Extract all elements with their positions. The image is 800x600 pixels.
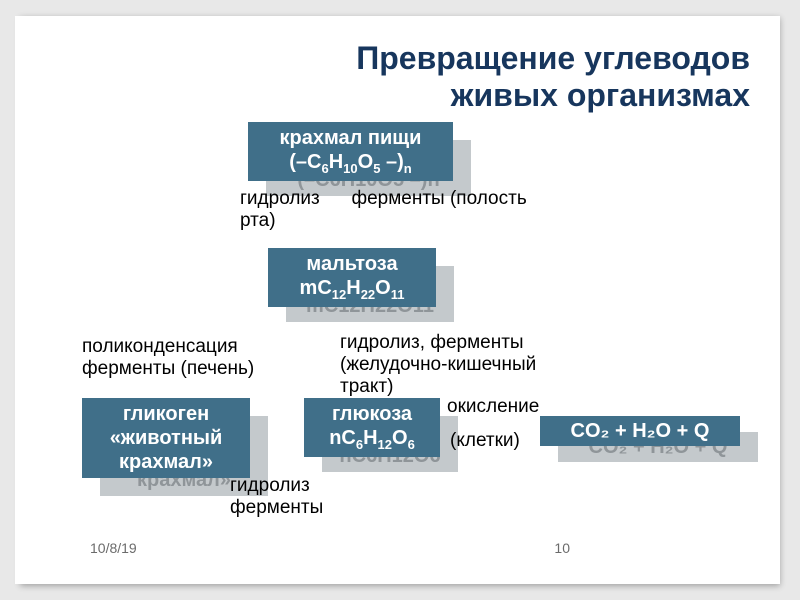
glucose-label: глюкоза xyxy=(332,403,412,425)
title-line2: живых организмах xyxy=(451,77,750,113)
footer-date: 10/8/19 xyxy=(90,540,137,556)
glucose-box: глюкоза nC6H12O6 xyxy=(304,398,440,457)
slide-title: Превращение углеводов живых организмах xyxy=(356,40,750,114)
glucose-formula: nC6H12O6 xyxy=(329,427,415,449)
glycogen-box: гликоген «животный крахмал» xyxy=(82,398,250,478)
rough-edge xyxy=(15,16,27,584)
starch-label: крахмал пищи xyxy=(280,127,422,149)
label-oxidation: окисление xyxy=(447,396,539,418)
maltose-label: мальтоза xyxy=(306,253,397,275)
glycogen-l2: «животный xyxy=(110,427,223,449)
products-text: CO₂ + H₂O + Q xyxy=(571,420,710,442)
glycogen-l1: гликоген xyxy=(123,403,209,425)
footer-page: 10 xyxy=(554,540,570,556)
glycogen-l3: крахмал» xyxy=(119,451,213,473)
title-line1: Превращение углеводов xyxy=(356,40,750,76)
starch-formula: (–C6H10O5 –)n xyxy=(289,151,411,173)
products-box: CO₂ + H₂O + Q xyxy=(540,416,740,446)
maltose-box: мальтоза mC12H22O11 xyxy=(268,248,436,307)
maltose-formula: mC12H22O11 xyxy=(300,277,405,299)
label-gi: гидролиз, ферменты (желудочно-кишечный т… xyxy=(340,332,536,398)
label-cells: (клетки) xyxy=(450,430,520,452)
label-polycondensation: поликонденсация ферменты (печень) xyxy=(82,336,254,380)
label-hydrolysis-mouth: гидролиз ферменты (полость рта) xyxy=(240,188,527,232)
slide: Превращение углеводов живых организмах к… xyxy=(20,16,780,584)
starch-box: крахмал пищи (–C6H10O5 –)n xyxy=(248,122,453,181)
label-hydro-enzymes: гидролиз ферменты xyxy=(230,475,323,519)
